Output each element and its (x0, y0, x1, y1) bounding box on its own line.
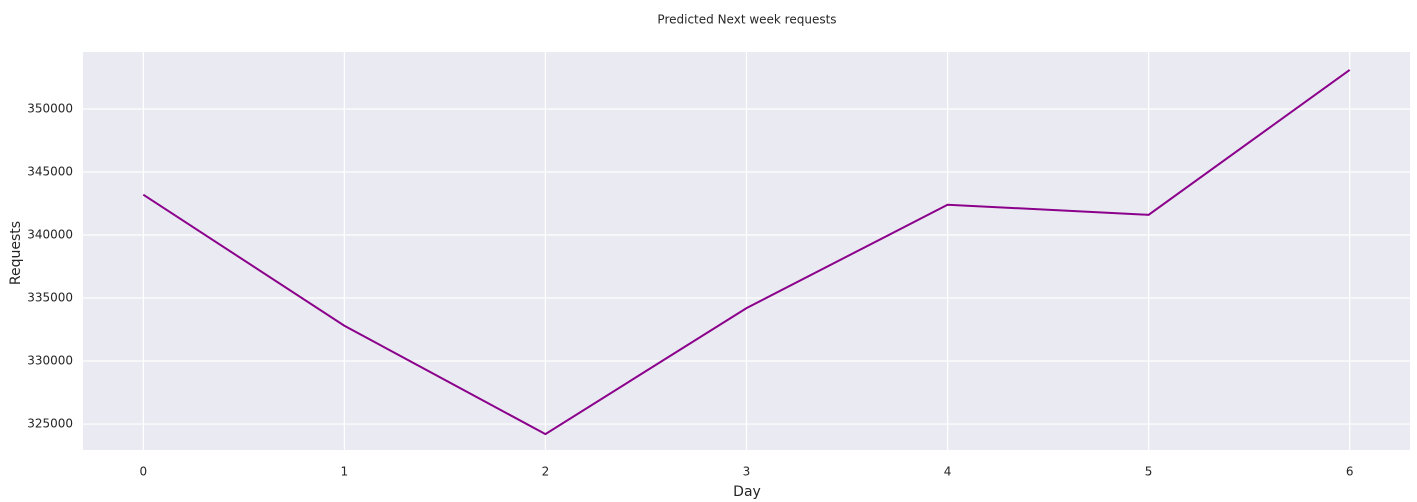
line (142, 69, 1351, 436)
x-axis-label: Day (733, 484, 761, 500)
x-tick-label: 3 (743, 465, 751, 479)
y-tick-label: 345000 (27, 164, 73, 178)
x-tick-label: 5 (1145, 465, 1153, 479)
y-tick-label: 325000 (27, 417, 73, 431)
x-tick-label: 0 (139, 465, 147, 479)
y-tick-label: 350000 (27, 101, 73, 115)
y-tick-label: 330000 (27, 354, 73, 368)
y-axis-label: Requests (8, 221, 24, 285)
x-tick-label: 2 (542, 465, 550, 479)
x-tick-label: 6 (1346, 465, 1354, 479)
y-tick-label: 340000 (27, 227, 73, 241)
chart-title: Predicted Next week requests (657, 13, 836, 27)
x-tick-label: 1 (341, 465, 349, 479)
y-tick-label: 335000 (27, 291, 73, 305)
x-tick-label: 4 (944, 465, 952, 479)
